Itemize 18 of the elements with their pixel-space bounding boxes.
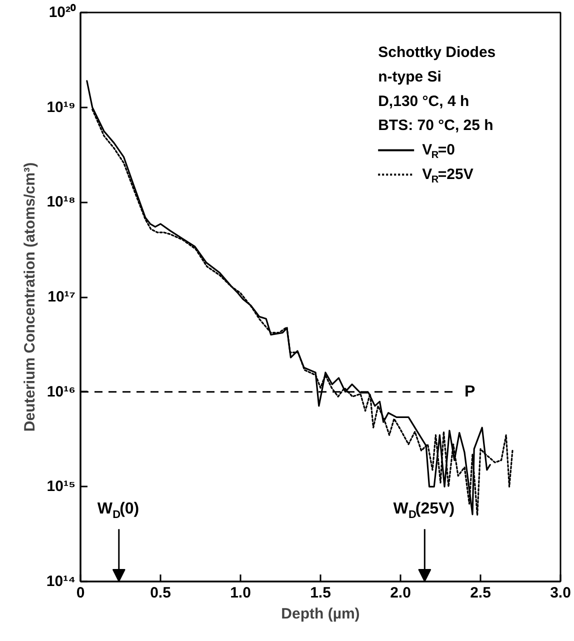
x-tick-label: 3.0 bbox=[550, 584, 571, 602]
y-tick-label: 10¹⁵ bbox=[46, 478, 76, 496]
y-axis-title: Deuterium Concentration (atoms/cm³) bbox=[21, 162, 38, 432]
y-tick-label: 10²⁰ bbox=[48, 3, 76, 21]
x-tick-label: 0 bbox=[76, 584, 85, 602]
x-tick-label: 1.0 bbox=[230, 584, 251, 602]
y-tick-label: 10¹⁴ bbox=[46, 573, 76, 590]
y-tick-label: 10¹⁷ bbox=[48, 288, 76, 306]
x-tick-label: 2.0 bbox=[390, 584, 411, 602]
y-tick-label: 10¹⁸ bbox=[46, 194, 76, 211]
ref-line-label: P bbox=[464, 383, 476, 400]
x-axis-title: Depth (µm) bbox=[281, 606, 360, 622]
x-tick-label: 2.5 bbox=[470, 584, 491, 602]
y-tick-label: 10¹⁹ bbox=[46, 98, 76, 116]
legend-title: Schottky Diodes n-type Si D,130 °C, 4 h BTS: 70 °C, 25 h bbox=[378, 44, 496, 134]
x-tick-label: 1.5 bbox=[310, 584, 331, 602]
x-tick-label: 0.5 bbox=[150, 584, 171, 602]
y-tick-label: 10¹⁶ bbox=[46, 383, 76, 400]
